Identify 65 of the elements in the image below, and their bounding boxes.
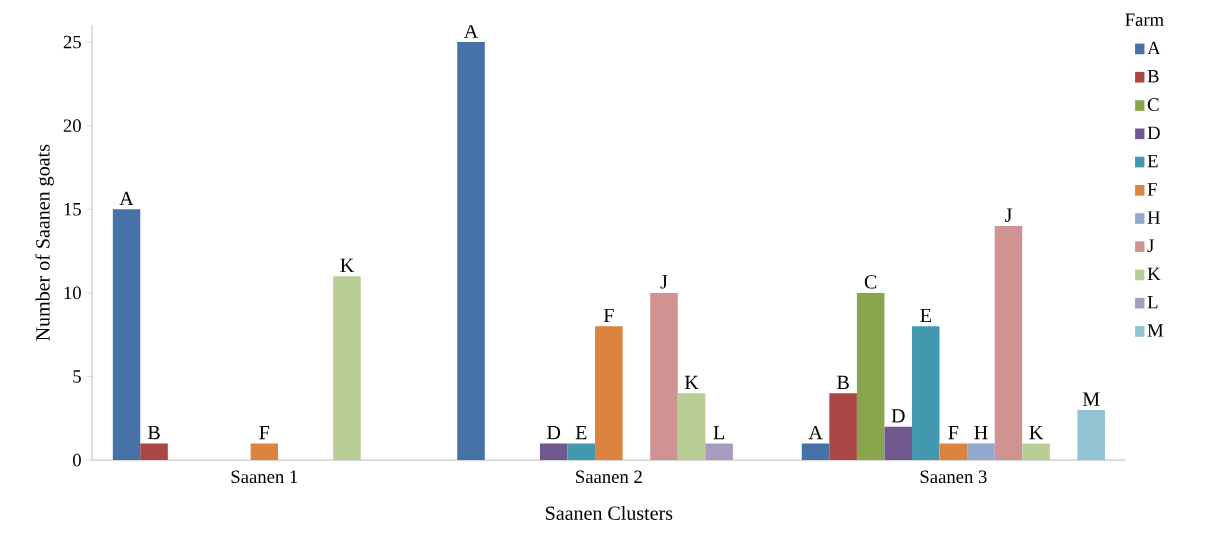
bar <box>333 276 361 461</box>
data-label: K <box>684 375 699 390</box>
bar <box>884 426 913 461</box>
legend-label: K <box>1147 267 1161 281</box>
y-tick-label: 25 <box>63 35 81 49</box>
x-tick-label: Saanen 1 <box>231 470 298 484</box>
legend-title: Farm <box>1125 13 1164 27</box>
bar <box>539 443 568 461</box>
legend-label: A <box>1147 41 1161 55</box>
data-label: M <box>1082 392 1100 406</box>
bar <box>140 443 168 461</box>
data-label: E <box>575 426 587 440</box>
y-tick-label: 10 <box>64 286 81 300</box>
legend-label: B <box>1147 70 1159 83</box>
bar <box>801 443 830 461</box>
bar <box>250 443 279 461</box>
data-label: E <box>920 309 931 323</box>
y-tick-label: 0 <box>73 453 81 467</box>
data-label: F <box>948 426 959 440</box>
legend-label: F <box>1147 183 1157 196</box>
data-label: H <box>974 426 988 440</box>
data-label: J <box>1005 208 1012 222</box>
y-axis-title: Number of Saanen goats <box>35 144 54 341</box>
bar <box>856 292 885 461</box>
x-tick-label: Saanen 2 <box>576 470 642 484</box>
x-axis-title: Saanen Clusters <box>546 506 673 521</box>
bar <box>1077 410 1105 461</box>
data-label: K <box>340 258 355 272</box>
bar <box>457 42 485 461</box>
bar <box>595 326 623 461</box>
bar <box>967 443 995 461</box>
bar <box>567 443 596 461</box>
bar <box>112 209 141 461</box>
data-label: D <box>547 426 561 440</box>
data-label: B <box>147 426 160 440</box>
data-label: F <box>603 309 614 323</box>
bar <box>1022 443 1050 461</box>
bar <box>650 292 678 461</box>
bar <box>994 226 1023 461</box>
bar <box>912 326 940 461</box>
bar <box>939 443 968 461</box>
bar <box>677 393 706 461</box>
legend-label: H <box>1147 211 1161 224</box>
y-tick-label: 20 <box>63 119 81 133</box>
bar <box>705 443 733 461</box>
legend-label: J <box>1147 239 1154 253</box>
y-tick-label: 15 <box>64 203 81 216</box>
data-label: B <box>837 375 849 390</box>
data-label: A <box>808 426 823 440</box>
x-tick-label: Saanen 3 <box>920 470 987 484</box>
legend-label: E <box>1147 155 1158 168</box>
data-label: C <box>864 275 877 289</box>
legend-label: C <box>1147 98 1159 111</box>
y-tick-label: 5 <box>73 370 81 383</box>
legend-label: L <box>1147 296 1158 309</box>
data-label: D <box>891 409 905 423</box>
legend-label: M <box>1147 324 1164 337</box>
bar <box>829 393 857 461</box>
data-label: F <box>259 426 270 440</box>
legend-label: D <box>1147 126 1160 140</box>
data-label: A <box>119 191 134 206</box>
data-label: J <box>660 275 668 289</box>
data-label: K <box>1029 426 1044 440</box>
data-label: L <box>713 426 725 440</box>
data-label: A <box>463 24 479 38</box>
